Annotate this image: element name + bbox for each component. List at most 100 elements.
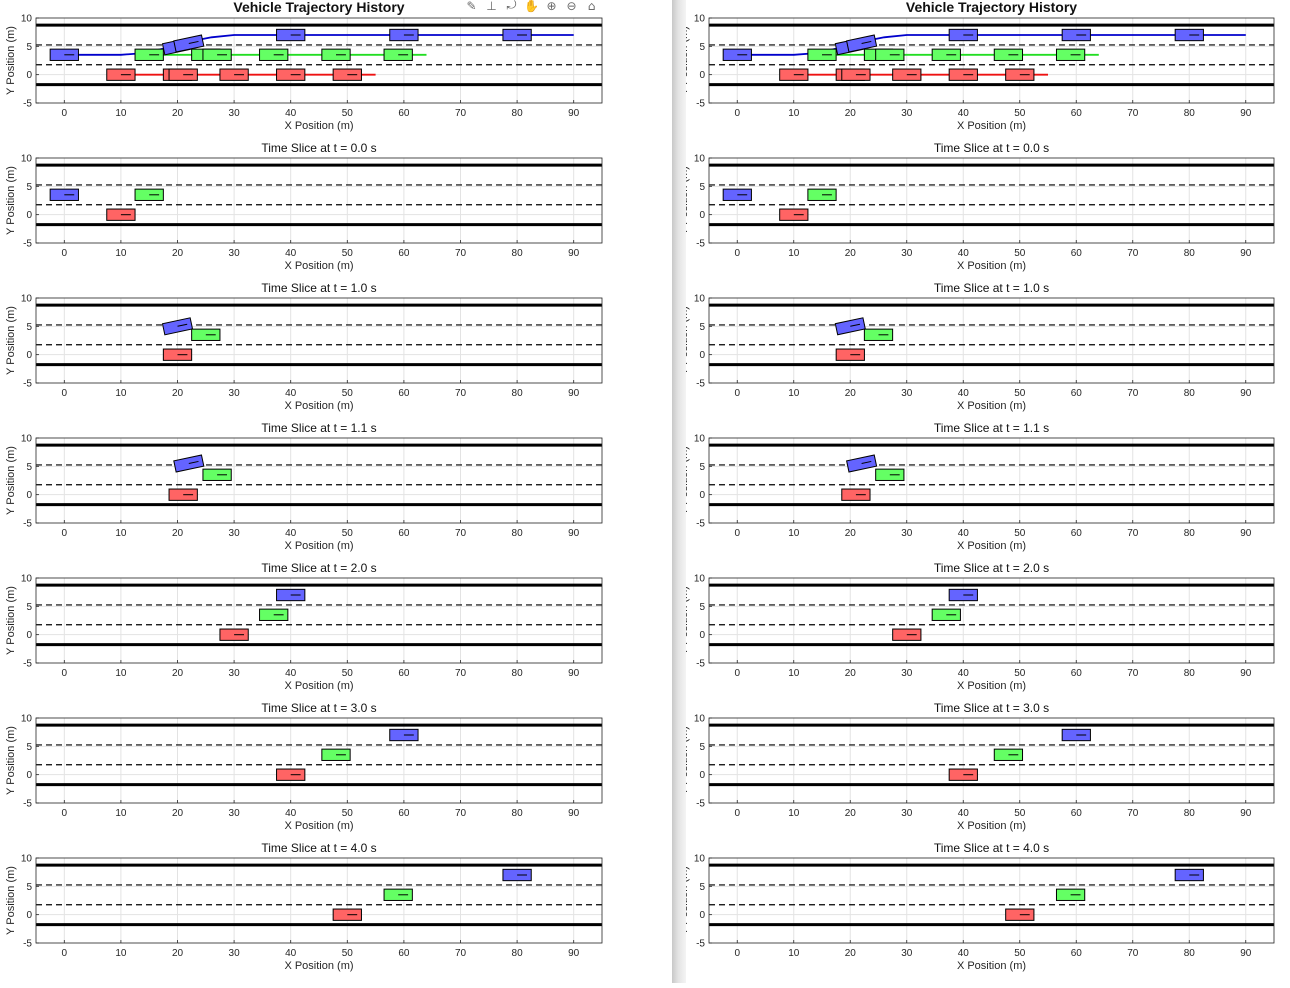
x-tick-label: 90 xyxy=(1240,248,1252,259)
y-tick-label: 10 xyxy=(21,434,33,445)
x-tick-label: 60 xyxy=(398,248,410,259)
x-tick-label: 30 xyxy=(901,528,913,539)
x-axis-label: X Position (m) xyxy=(284,260,353,272)
x-tick-label: 50 xyxy=(342,808,354,819)
axes-box xyxy=(35,157,603,244)
x-tick-label: 40 xyxy=(285,808,297,819)
x-axis-label: X Position (m) xyxy=(957,960,1026,972)
y-axis-label: Y Position (m) xyxy=(5,866,17,935)
vehicle-green xyxy=(993,748,1024,761)
y-tick-label: 10 xyxy=(21,14,33,25)
x-axis-label: X Position (m) xyxy=(284,120,353,132)
x-axis-label: X Position (m) xyxy=(284,960,353,972)
y-tick-label: 0 xyxy=(699,350,705,361)
x-tick-label: 0 xyxy=(62,528,68,539)
x-tick-label: 70 xyxy=(1127,248,1139,259)
heading-indicator xyxy=(188,40,199,44)
panel-title: Time Slice at t = 1.0 s xyxy=(934,281,1049,295)
x-tick-label: 40 xyxy=(285,528,297,539)
x-axis-label: X Position (m) xyxy=(957,400,1026,412)
vehicle-blue xyxy=(834,317,866,336)
vehicle-body xyxy=(722,188,752,201)
x-tick-label: 60 xyxy=(398,948,410,959)
x-tick-label: 20 xyxy=(172,808,184,819)
y-tick-label: 10 xyxy=(21,294,33,305)
x-tick-label: 70 xyxy=(1127,668,1139,679)
x-tick-label: 30 xyxy=(229,388,241,399)
x-tick-label: 60 xyxy=(1071,388,1083,399)
brush-icon[interactable]: ✎ xyxy=(466,0,477,13)
vehicle-green xyxy=(875,468,905,481)
x-tick-label: 70 xyxy=(455,528,467,539)
x-tick-label: 70 xyxy=(455,248,467,259)
y-tick-label: 0 xyxy=(699,910,705,921)
x-tick-label: 90 xyxy=(1240,388,1252,399)
vehicle-blue xyxy=(1174,868,1204,882)
y-tick-label: -5 xyxy=(23,659,32,670)
x-tick-label: 70 xyxy=(455,388,467,399)
y-axis-label: Y Position (m) xyxy=(5,726,17,795)
home-icon[interactable]: ⌂ xyxy=(587,0,596,13)
zoom-in-icon[interactable]: ⊕ xyxy=(546,0,557,13)
vehicle-body xyxy=(835,348,865,361)
chart-panel-5: Time Slice at t = 3.0 s0 10 20 30 40 50 60 70 80… xyxy=(678,701,1275,832)
x-tick-label: 80 xyxy=(512,528,524,539)
vehicle-blue xyxy=(173,34,205,53)
vehicle-green xyxy=(1055,888,1086,901)
vehicle-green xyxy=(993,48,1024,61)
x-tick-label: 90 xyxy=(568,528,580,539)
x-tick-label: 50 xyxy=(342,668,354,679)
y-axis-label: Y Position (m) xyxy=(686,166,690,235)
x-tick-label: 90 xyxy=(1240,948,1252,959)
y-tick-label: 10 xyxy=(694,14,706,25)
data-tips-icon[interactable]: ⊥ xyxy=(486,0,497,13)
x-tick-label: 50 xyxy=(342,248,354,259)
x-tick-label: 80 xyxy=(512,808,524,819)
y-tick-label: 10 xyxy=(694,714,706,725)
y-tick-label: 10 xyxy=(21,714,33,725)
vehicle-red xyxy=(1005,68,1035,81)
panel-title: Time Slice at t = 4.0 s xyxy=(934,841,1049,855)
x-tick-label: 0 xyxy=(734,108,740,119)
x-tick-label: 40 xyxy=(285,248,297,259)
axes-box xyxy=(35,857,603,944)
y-axis-label: Y Position (m) xyxy=(686,306,690,375)
x-tick-label: 80 xyxy=(512,668,524,679)
x-tick-label: 10 xyxy=(788,808,800,819)
y-tick-label: -5 xyxy=(23,379,32,390)
vehicle-red xyxy=(106,208,136,221)
rotate-icon[interactable]: ⤾ xyxy=(506,0,517,12)
y-tick-label: 0 xyxy=(26,210,32,221)
x-tick-label: 0 xyxy=(62,808,68,819)
axes-box xyxy=(35,437,603,524)
vehicle-red xyxy=(841,488,871,501)
x-tick-label: 90 xyxy=(1240,668,1252,679)
x-tick-label: 0 xyxy=(62,388,68,399)
x-tick-label: 80 xyxy=(1184,108,1196,119)
chart-panel-4: Time Slice at t = 2.0 s0 10 20 30 40 50 60 70 80… xyxy=(678,561,1275,692)
x-tick-label: 30 xyxy=(901,948,913,959)
vehicle-body xyxy=(875,48,905,61)
y-tick-label: 5 xyxy=(699,882,705,893)
x-tick-label: 10 xyxy=(115,248,127,259)
x-tick-label: 80 xyxy=(512,948,524,959)
vehicle-red xyxy=(332,908,362,921)
x-axis-label: X Position (m) xyxy=(957,540,1026,552)
x-tick-label: 90 xyxy=(1240,808,1252,819)
zoom-out-icon[interactable]: ⊖ xyxy=(566,0,577,13)
vehicle-green xyxy=(191,328,221,341)
chart-title: Vehicle Trajectory History xyxy=(906,0,1077,15)
vehicle-body xyxy=(834,317,866,336)
plot-area xyxy=(36,578,602,663)
panel-title: Time Slice at t = 1.0 s xyxy=(261,281,376,295)
x-tick-label: 20 xyxy=(845,808,857,819)
vehicle-green xyxy=(807,188,837,201)
x-tick-label: 0 xyxy=(734,668,740,679)
pan-icon[interactable]: ✋ xyxy=(524,0,539,13)
axes-box xyxy=(708,437,1275,524)
x-tick-label: 40 xyxy=(958,248,970,259)
vehicle-blue xyxy=(1061,728,1091,742)
x-tick-label: 80 xyxy=(512,388,524,399)
axes-box xyxy=(35,577,603,664)
